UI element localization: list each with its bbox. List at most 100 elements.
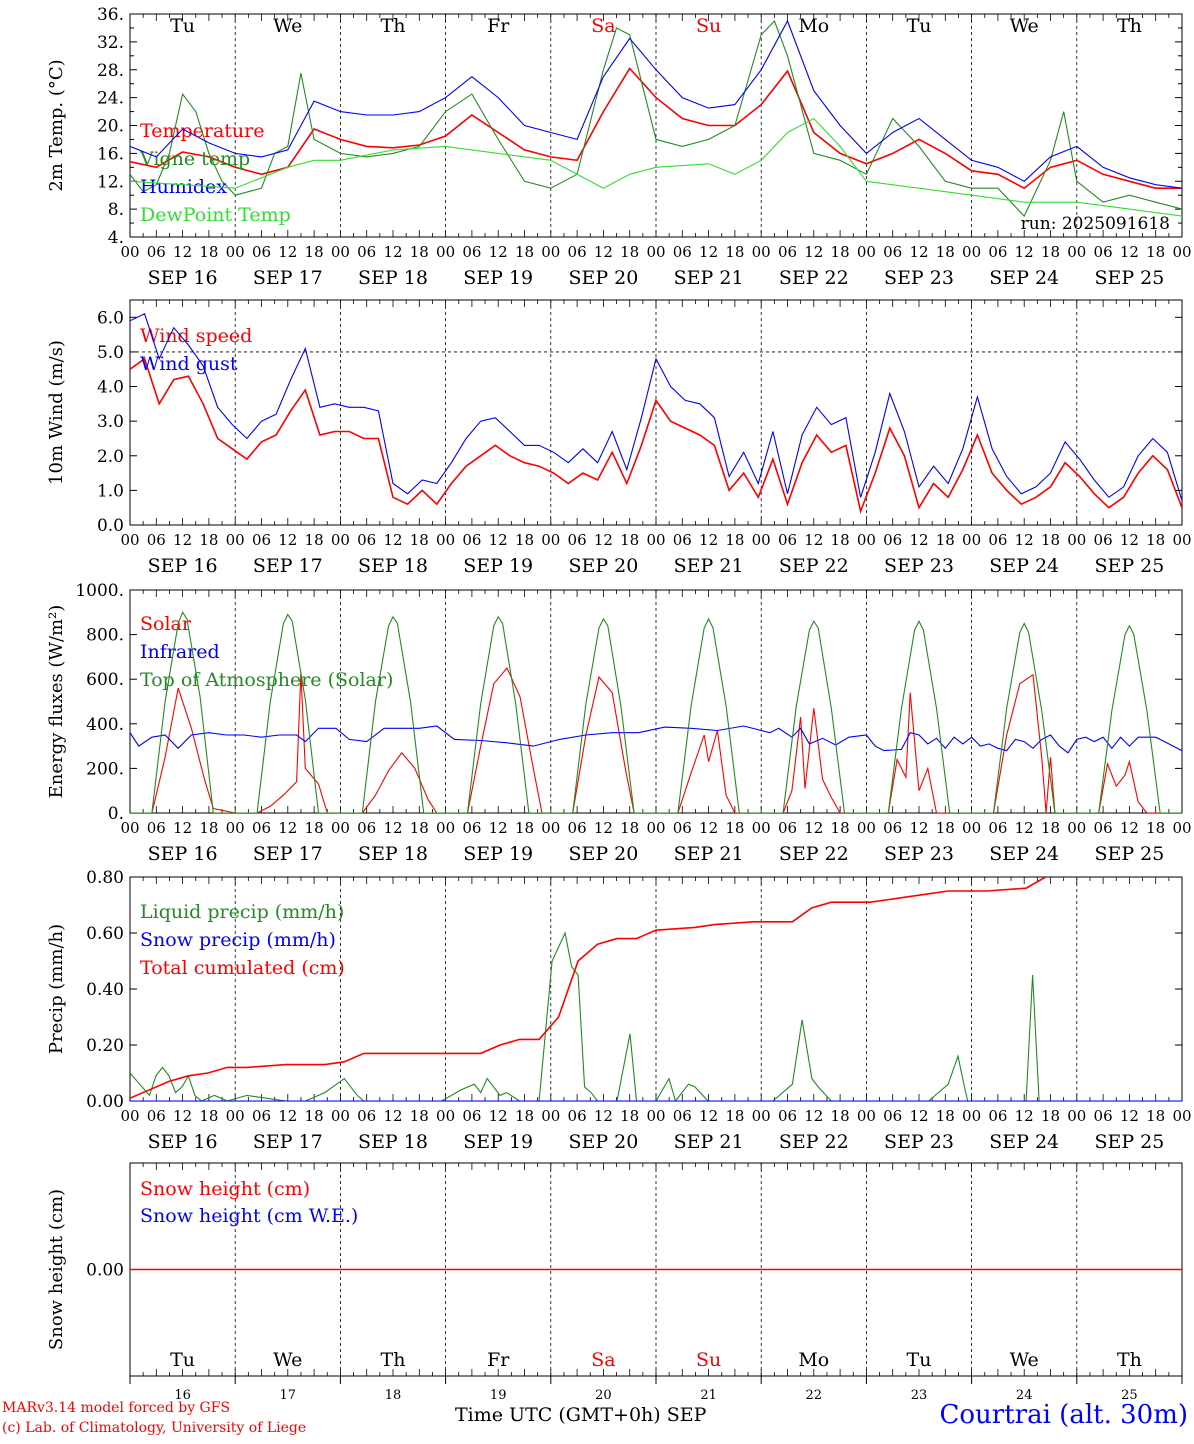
hour-tick-label: 06 xyxy=(462,1107,481,1125)
weekday-label: Th xyxy=(1117,15,1142,37)
hour-tick-label: 18 xyxy=(305,243,324,261)
hour-tick-label: 06 xyxy=(147,531,166,549)
hour-tick-label: 18 xyxy=(1041,1107,1060,1125)
hour-tick-label: 18 xyxy=(1146,1107,1165,1125)
hour-tick-label: 00 xyxy=(120,531,139,549)
date-label: SEP 17 xyxy=(253,843,323,865)
hour-tick-label: 18 xyxy=(1041,819,1060,837)
hour-tick-label: 18 xyxy=(1146,243,1165,261)
series-line xyxy=(130,117,1182,217)
weekday-label: We xyxy=(273,15,302,37)
hour-tick-label: 00 xyxy=(1067,243,1086,261)
hour-tick-label: 12 xyxy=(383,243,402,261)
y-tick-label: 3.0 xyxy=(97,412,124,432)
hour-tick-label: 06 xyxy=(988,531,1007,549)
date-label: SEP 25 xyxy=(1094,843,1164,865)
hour-tick-label: 18 xyxy=(305,531,324,549)
legend-entry: Wind gust xyxy=(140,353,238,375)
hour-tick-label: 18 xyxy=(936,1107,955,1125)
date-label: SEP 16 xyxy=(148,843,218,865)
hour-tick-label: 18 xyxy=(410,531,429,549)
hour-tick-label: 06 xyxy=(778,531,797,549)
day-number-label: 23 xyxy=(911,1388,928,1403)
station-title: Courtrai (alt. 30m) xyxy=(939,1400,1189,1430)
legend-entry: Snow height (cm) xyxy=(140,1178,310,1200)
hour-tick-label: 00 xyxy=(1067,819,1086,837)
hour-tick-label: 18 xyxy=(725,531,744,549)
legend-entry: DewPoint Temp xyxy=(140,204,291,226)
weekday-label: Tu xyxy=(170,1349,195,1371)
hour-tick-label: 00 xyxy=(436,1107,455,1125)
weekday-label: Mo xyxy=(798,15,829,37)
y-axis-label: 10m Wind (m/s) xyxy=(46,340,67,485)
date-label: SEP 24 xyxy=(989,267,1059,289)
hour-tick-label: 06 xyxy=(568,819,587,837)
hour-tick-label: 06 xyxy=(252,243,271,261)
date-label: SEP 21 xyxy=(674,267,744,289)
hour-tick-label: 12 xyxy=(909,243,928,261)
date-label: SEP 18 xyxy=(358,555,428,577)
day-number-label: 24 xyxy=(1016,1388,1033,1403)
series-line xyxy=(130,725,1182,754)
hour-tick-label: 00 xyxy=(857,243,876,261)
hour-tick-label: 00 xyxy=(646,531,665,549)
y-axis-label: 2m Temp. (°C) xyxy=(46,59,67,191)
weekday-label: Sa xyxy=(591,1349,615,1371)
weekday-label: Sa xyxy=(591,15,615,37)
hour-tick-label: 18 xyxy=(1146,531,1165,549)
hour-tick-label: 00 xyxy=(752,819,771,837)
hour-tick-label: 00 xyxy=(436,243,455,261)
hour-tick-label: 00 xyxy=(436,819,455,837)
date-label: SEP 20 xyxy=(568,843,638,865)
date-label: SEP 22 xyxy=(779,555,849,577)
hour-tick-label: 06 xyxy=(1094,819,1113,837)
date-label: SEP 23 xyxy=(884,267,954,289)
hour-tick-label: 06 xyxy=(357,819,376,837)
hour-tick-label: 06 xyxy=(778,819,797,837)
y-tick-label: 16. xyxy=(97,144,124,164)
y-tick-label: 0.80 xyxy=(86,868,124,888)
hour-tick-label: 06 xyxy=(147,243,166,261)
hour-tick-label: 18 xyxy=(831,819,850,837)
credit-model: MARv3.14 model forced by GFS xyxy=(2,1400,231,1416)
hour-tick-label: 06 xyxy=(568,243,587,261)
day-number-label: 21 xyxy=(700,1388,717,1403)
hour-tick-label: 00 xyxy=(646,1107,665,1125)
y-tick-label: 4. xyxy=(108,228,124,248)
hour-tick-label: 18 xyxy=(936,243,955,261)
date-label: SEP 18 xyxy=(358,1131,428,1153)
hour-tick-label: 06 xyxy=(673,819,692,837)
date-label: SEP 20 xyxy=(568,555,638,577)
hour-tick-label: 12 xyxy=(1120,531,1139,549)
day-number-label: 19 xyxy=(490,1388,507,1403)
hour-tick-label: 12 xyxy=(173,1107,192,1125)
series-line xyxy=(130,19,1182,218)
date-label: SEP 20 xyxy=(568,267,638,289)
hour-tick-label: 06 xyxy=(988,243,1007,261)
hour-tick-label: 18 xyxy=(199,819,218,837)
hour-tick-label: 00 xyxy=(962,819,981,837)
hour-tick-label: 18 xyxy=(725,819,744,837)
hour-tick-label: 12 xyxy=(699,819,718,837)
legend-entry: Humidex xyxy=(140,176,227,198)
date-label: SEP 22 xyxy=(779,843,849,865)
y-tick-label: 600. xyxy=(86,670,124,690)
hour-tick-label: 00 xyxy=(1172,819,1191,837)
hour-tick-label: 00 xyxy=(541,1107,560,1125)
hour-tick-label: 12 xyxy=(173,531,192,549)
hour-tick-label: 00 xyxy=(120,1107,139,1125)
hour-tick-label: 18 xyxy=(199,531,218,549)
date-label: SEP 19 xyxy=(463,1131,533,1153)
hour-tick-label: 00 xyxy=(857,531,876,549)
hour-tick-label: 12 xyxy=(489,531,508,549)
hour-tick-label: 18 xyxy=(725,1107,744,1125)
y-tick-label: 12. xyxy=(97,172,124,192)
hour-tick-label: 12 xyxy=(489,819,508,837)
series-line xyxy=(130,931,1182,1101)
hour-tick-label: 00 xyxy=(226,1107,245,1125)
hour-tick-label: 06 xyxy=(673,1107,692,1125)
hour-tick-label: 12 xyxy=(383,1107,402,1125)
date-label: SEP 21 xyxy=(674,843,744,865)
hour-tick-label: 00 xyxy=(646,243,665,261)
